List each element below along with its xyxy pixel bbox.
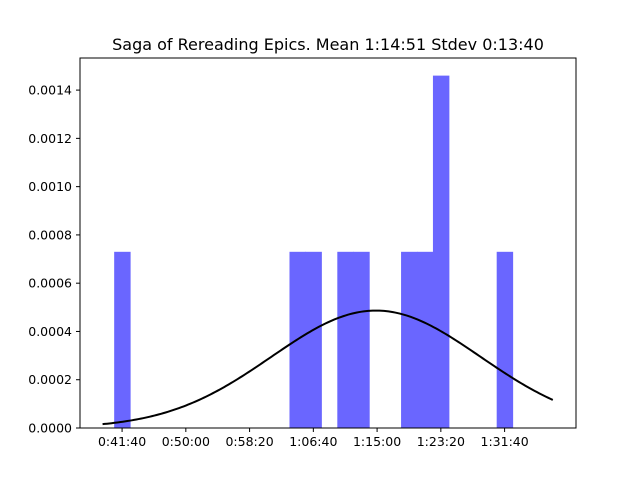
normal-distribution-curve (102, 309, 554, 426)
x-axis: 0:41:40 0:50:00 0:58:20 1:06:40 1:15:00 1:23:… (98, 428, 529, 449)
y-tick-label-2: 0.0004 (28, 324, 72, 339)
x-tick-label-3: 1:06:40 (289, 434, 337, 449)
y-tick-label-1: 0.0002 (28, 372, 72, 387)
y-tick-label-5: 0.0010 (28, 179, 72, 194)
histogram-bar-3 (337, 251, 354, 428)
y-tick-label-4: 0.0008 (28, 227, 72, 242)
y-tick-label-0: 0.0000 (28, 421, 72, 436)
x-tick-label-2: 0:58:20 (225, 434, 273, 449)
x-tick-label-5: 1:23:20 (417, 434, 465, 449)
x-tick-label-6: 1:31:40 (481, 434, 529, 449)
x-tick-label-0: 0:41:40 (98, 434, 146, 449)
y-tick-label-3: 0.0006 (28, 276, 72, 291)
histogram-bar-4 (353, 251, 370, 428)
y-tick-label-7: 0.0014 (28, 83, 72, 98)
y-axis: 0.0000 0.0002 0.0004 0.0006 0.0008 0.0010 0.00… (28, 83, 80, 436)
histogram-bar-6 (416, 251, 434, 428)
y-tick-label-6: 0.0012 (28, 131, 72, 146)
plot-frame (79, 57, 577, 429)
histogram-bars (114, 75, 514, 428)
chart-title: Saga of Rereading Epics. Mean 1:14:51 St… (112, 35, 544, 54)
histogram-bar-5 (401, 251, 418, 428)
histogram-bar-8 (496, 251, 514, 428)
x-tick-label-1: 0:50:00 (162, 434, 210, 449)
histogram-bar-7 (432, 75, 450, 428)
histogram-bar-0 (114, 251, 131, 428)
histogram-bar-2 (305, 251, 322, 428)
x-tick-label-4: 1:15:00 (353, 434, 401, 449)
